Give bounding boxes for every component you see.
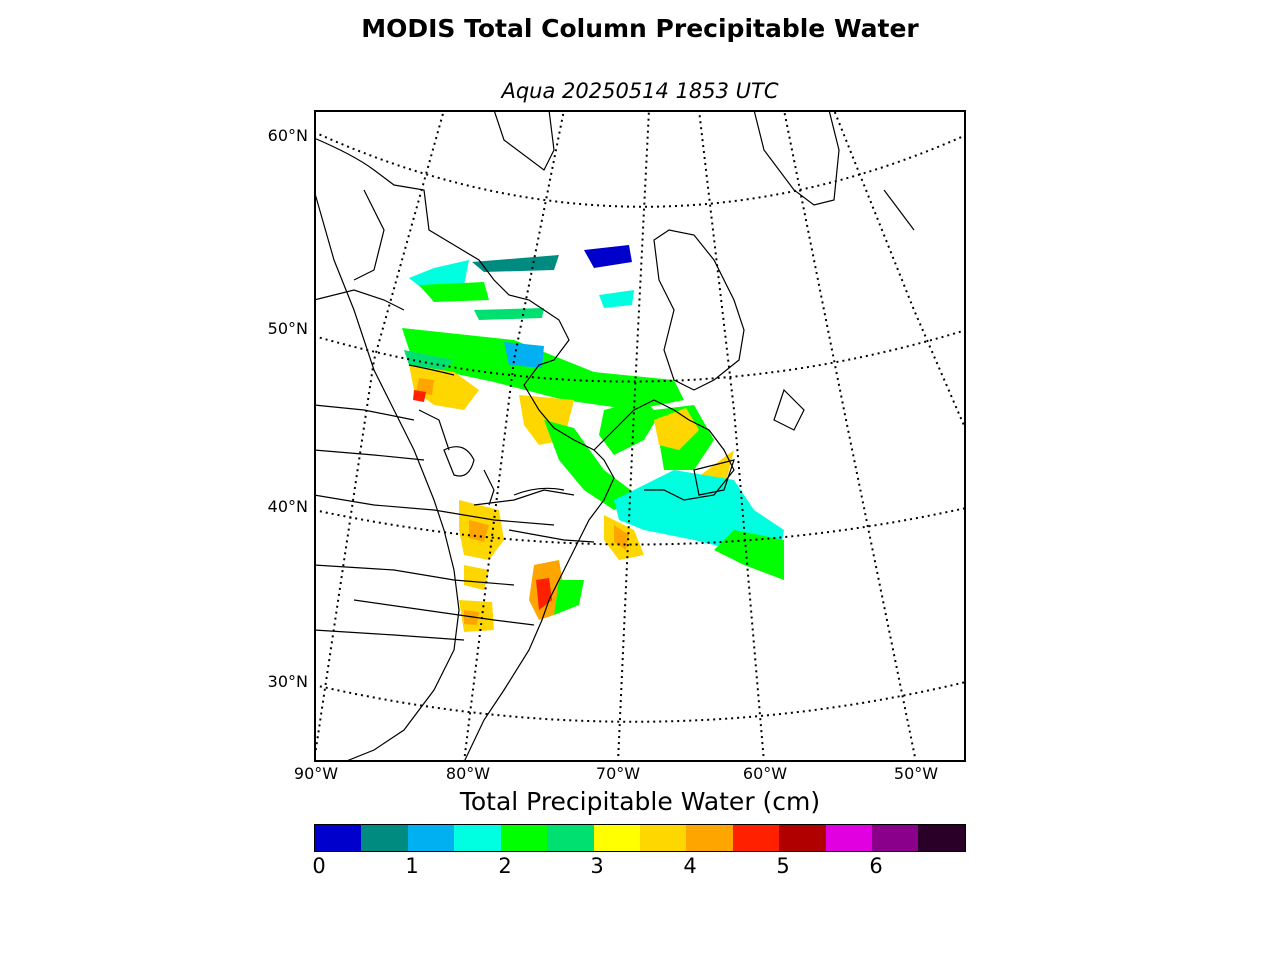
colorbar-tick-4: 4 [683, 854, 697, 878]
colorbar-tick-3: 3 [590, 854, 604, 878]
colorbar-segment-2 [407, 825, 455, 851]
colorbar-tick-0: 0 [312, 854, 326, 878]
lat-label-50n: 50°N [267, 319, 308, 338]
satellite-time-subtitle: Aqua 20250514 1853 UTC [501, 79, 779, 103]
colorbar-segment-10 [779, 825, 826, 851]
figure-title: MODIS Total Column Precipitable Water [361, 14, 919, 43]
colorbar [314, 824, 966, 852]
colorbar-tick-1: 1 [405, 854, 419, 878]
colorbar-segment-0 [315, 825, 362, 851]
colorbar-tick-5: 5 [776, 854, 790, 878]
colorbar-tick-6: 6 [869, 854, 883, 878]
lon-label-70w: 70°W [595, 764, 641, 783]
colorbar-segment-8 [686, 825, 733, 851]
colorbar-segment-12 [872, 825, 919, 851]
map-canvas [314, 110, 966, 762]
colorbar-segment-11 [825, 825, 873, 851]
lon-label-50w: 50°W [893, 764, 939, 783]
lon-label-60w: 60°W [742, 764, 788, 783]
colorbar-segment-7 [639, 825, 687, 851]
map-panel [314, 110, 966, 762]
colorbar-segment-3 [454, 825, 501, 851]
precipitable-water-field [402, 245, 784, 632]
lat-label-40n: 40°N [267, 497, 308, 516]
coastlines-boundaries [314, 110, 915, 762]
colorbar-tick-2: 2 [498, 854, 512, 878]
colorbar-segment-4 [500, 825, 548, 851]
lon-label-80w: 80°W [445, 764, 491, 783]
colorbar-segment-9 [732, 825, 780, 851]
lat-label-60n: 60°N [267, 126, 308, 145]
colorbar-title: Total Precipitable Water (cm) [459, 787, 821, 816]
graticule [314, 110, 966, 762]
colorbar-segment-6 [593, 825, 640, 851]
lon-label-90w: 90°W [293, 764, 339, 783]
colorbar-segment-5 [547, 825, 594, 851]
lat-label-30n: 30°N [267, 672, 308, 691]
colorbar-segment-1 [361, 825, 408, 851]
colorbar-segment-13 [918, 825, 965, 851]
